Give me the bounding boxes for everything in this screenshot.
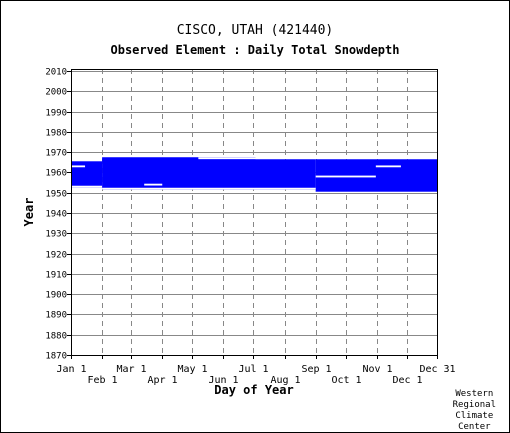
y-tick-label: 1970 [45, 149, 67, 159]
missing-segment [71, 185, 103, 188]
observed-block [315, 159, 437, 192]
missing-segment [315, 175, 376, 178]
y-tick-label: 1930 [45, 230, 67, 240]
x-tick-label: May 1 [177, 364, 207, 375]
x-tick-label: Nov 1 [362, 364, 392, 375]
axis-ticks: 1870 1880 1890 1900 1910 1920 1930 1940 1950 1960… [45, 68, 455, 387]
x-tick-label: Jun 1 [208, 375, 238, 386]
y-tick-label: 1890 [45, 311, 67, 321]
y-tick-label: 1990 [45, 109, 67, 119]
missing-segment [71, 165, 86, 168]
x-tick-label: Dec 1 [392, 375, 422, 386]
y-tick-label: 1950 [45, 190, 67, 200]
y-tick-label: 1900 [45, 291, 67, 301]
x-axis-label: Day of Year [214, 383, 293, 397]
x-tick-label: Sep 1 [301, 364, 331, 375]
y-tick-label: 1960 [45, 169, 67, 179]
x-tick-label: Feb 1 [87, 375, 117, 386]
y-tick-label: 1980 [45, 129, 67, 139]
credit-line: Regional [452, 400, 496, 410]
chart-title: CISCO, UTAH (421440) [176, 23, 334, 38]
y-tick-label: 1870 [45, 352, 67, 362]
missing-segment [375, 165, 401, 168]
x-tick-label: Jan 1 [56, 364, 86, 375]
x-tick-label: Dec 31 [419, 364, 455, 375]
y-tick-label: 1880 [45, 332, 67, 342]
y-tick-label: 2000 [45, 88, 67, 98]
y-axis-label: Year [22, 198, 36, 227]
x-tick-label: Jul 1 [238, 364, 268, 375]
grid-lines [71, 69, 437, 356]
x-tick-label: Mar 1 [116, 364, 146, 375]
y-tick-label: 1920 [45, 251, 67, 261]
data-marks [71, 157, 437, 192]
credit-line: Western [455, 389, 494, 399]
observed-block [71, 161, 103, 188]
y-tick-label: 2010 [45, 68, 67, 78]
missing-segment [144, 183, 163, 186]
y-tick-label: 1940 [45, 210, 67, 220]
x-tick-label: Aug 1 [270, 375, 300, 386]
chart-subtitle: Observed Element : Daily Total Snowdepth [110, 43, 400, 57]
credit-line: Center [458, 422, 491, 432]
observed-block [102, 157, 256, 190]
plot-border [71, 69, 438, 356]
observed-block [255, 159, 316, 190]
x-tick-label: Oct 1 [331, 375, 361, 386]
credit-line: Climate [455, 411, 494, 421]
missing-segment [102, 187, 316, 190]
x-tick-label: Apr 1 [147, 375, 177, 386]
credit-block: Western Regional Climate Center [453, 389, 496, 433]
y-tick-label: 1910 [45, 271, 67, 281]
missing-segment [198, 157, 256, 160]
